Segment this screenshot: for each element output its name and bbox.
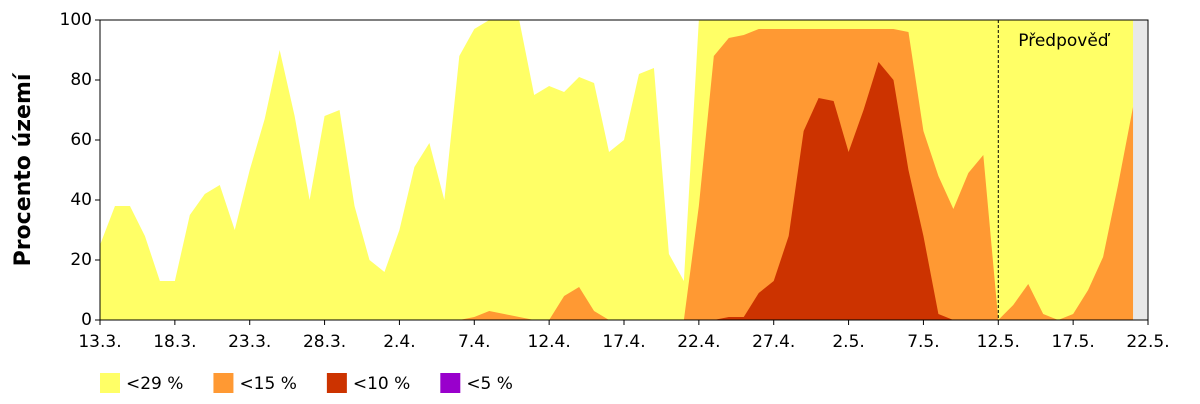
y-tick-label: 80 (70, 70, 92, 90)
legend-swatch (326, 373, 347, 393)
x-tick-label: 17.4. (602, 332, 645, 352)
y-axis-label: Procento území (11, 72, 36, 266)
y-tick-label: 20 (70, 250, 92, 270)
x-tick-label: 18.3. (153, 332, 196, 352)
x-tick-label: 22.5. (1126, 332, 1169, 352)
area (100, 62, 1134, 320)
x-tick-label: 2.5. (832, 332, 864, 352)
legend-label: <5 % (466, 374, 513, 394)
x-tick-label: 2.4. (383, 332, 415, 352)
x-tick-label: 7.5. (907, 332, 939, 352)
legend-swatch (440, 373, 461, 393)
plot-frame (99, 19, 1149, 321)
legend-swatch (100, 373, 120, 393)
annotation: Předpověď (1018, 31, 1111, 51)
x-tick-label: 28.3. (303, 332, 346, 352)
legend-label: <15 % (239, 374, 296, 394)
x-tick-label: 12.5. (977, 332, 1020, 352)
y-tick-label: 60 (70, 130, 92, 150)
x-tick-label: 13.3. (78, 332, 121, 352)
legend-label: <29 % (126, 374, 183, 394)
x-tick-label: 22.4. (677, 332, 720, 352)
y-tick-label: 0 (81, 310, 92, 330)
y-tick-label: 40 (70, 190, 92, 210)
x-tick-label: 23.3. (228, 332, 271, 352)
legend-swatch (213, 373, 234, 393)
x-tick-label: 7.4. (458, 332, 490, 352)
y-tick-label: 100 (60, 10, 92, 30)
no-data-region (1133, 20, 1148, 320)
legend-label: <10 % (353, 374, 410, 394)
x-tick-label: 12.4. (528, 332, 571, 352)
x-tick-label: 17.5. (1052, 332, 1095, 352)
x-tick-label: 27.4. (752, 332, 795, 352)
